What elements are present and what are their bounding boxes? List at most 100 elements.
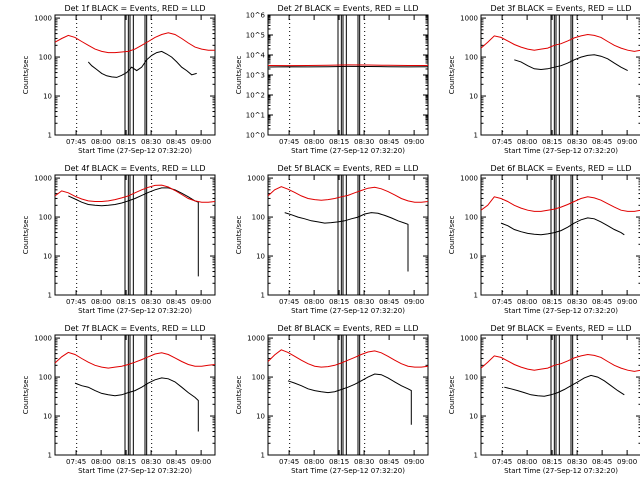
y-tick-label: 1 <box>48 132 52 140</box>
plot-frame <box>480 174 640 296</box>
y-axis-label: Counts/sec <box>235 56 243 95</box>
lld-series-line <box>267 349 429 368</box>
y-tick-label: 1000 <box>34 335 52 343</box>
plot-frame <box>54 174 216 296</box>
y-tick-label: 10^4 <box>246 52 266 60</box>
y-tick-label: 10^3 <box>246 72 265 80</box>
events-series-line <box>267 65 429 68</box>
x-tick-label: 08:00 <box>517 138 537 146</box>
y-tick-label: 10 <box>256 413 265 421</box>
data-gap-box <box>555 14 560 136</box>
data-gap-box <box>550 174 555 296</box>
chart-title: Det 5f BLACK = Events, RED = LLD <box>277 164 418 173</box>
data-gap-box <box>144 334 148 456</box>
x-tick-label: 08:45 <box>166 138 186 146</box>
data-gap-box <box>342 174 347 296</box>
y-tick-label: 10^1 <box>246 112 265 120</box>
x-tick-label: 08:15 <box>542 298 562 306</box>
chart-title: Det 3f BLACK = Events, RED = LLD <box>490 4 631 13</box>
y-axis-label: Counts/sec <box>448 56 456 95</box>
x-tick-label: 08:00 <box>304 458 324 466</box>
data-gap-box <box>337 334 342 456</box>
x-tick-label: 08:45 <box>379 298 399 306</box>
lld-series-line <box>54 32 215 54</box>
x-tick-label: 08:15 <box>542 138 562 146</box>
y-tick-label: 1 <box>261 452 265 460</box>
y-tick-label: 1000 <box>460 335 478 343</box>
y-axis-label: Counts/sec <box>235 216 243 255</box>
y-tick-label: 10 <box>43 253 52 261</box>
lld-series-line <box>54 351 216 369</box>
x-tick-label: 07:45 <box>66 138 86 146</box>
x-tick-label: 08:45 <box>592 298 612 306</box>
data-gap-box <box>144 174 148 296</box>
y-tick-label: 1000 <box>247 335 265 343</box>
y-tick-label: 1 <box>261 292 265 300</box>
events-series-line <box>514 54 628 72</box>
x-axis-label: Start Time (27-Sep-12 07:32:20) <box>504 467 618 475</box>
chart-panel-1: Det 1f BLACK = Events, RED = LLD 1 10 100 10… <box>22 4 216 155</box>
x-tick-label: 08:15 <box>116 458 136 466</box>
y-axis-label: Counts/sec <box>22 56 30 95</box>
y-tick-label: 1 <box>474 452 478 460</box>
y-tick-label: 10^0 <box>246 132 265 140</box>
plot-frame <box>267 334 429 456</box>
y-axis-label: Counts/sec <box>448 376 456 415</box>
x-tick-label: 08:00 <box>304 298 324 306</box>
x-tick-label: 08:00 <box>91 138 111 146</box>
data-gap-box <box>129 14 134 136</box>
lld-series-line <box>480 353 640 372</box>
x-tick-label: 08:30 <box>567 458 587 466</box>
x-tick-label: 08:45 <box>592 458 612 466</box>
y-axis-label: Counts/sec <box>22 376 30 415</box>
y-tick-label: 1000 <box>34 15 52 23</box>
x-tick-label: 08:30 <box>141 458 161 466</box>
x-tick-label: 08:00 <box>517 298 537 306</box>
x-tick-label: 08:00 <box>304 138 324 146</box>
lld-series-line <box>480 196 640 212</box>
chart-panel-9: Det 9f BLACK = Events, RED = LLD 1 10 100 10… <box>448 324 640 475</box>
x-axis-label: Start Time (27-Sep-12 07:32:20) <box>504 307 618 315</box>
chart-panel-2: Det 2f BLACK = Events, RED = LLD 10^0 10^1… <box>235 4 429 155</box>
y-tick-label: 10 <box>469 413 478 421</box>
data-gap-box <box>357 334 361 456</box>
y-axis-label: Counts/sec <box>448 216 456 255</box>
y-tick-label: 100 <box>465 214 478 222</box>
x-tick-label: 09:00 <box>404 458 424 466</box>
plot-frame <box>54 334 216 456</box>
x-tick-label: 07:45 <box>492 298 512 306</box>
x-tick-label: 09:00 <box>617 458 637 466</box>
y-tick-label: 10^6 <box>246 12 266 20</box>
events-series-line <box>87 50 197 78</box>
chart-panel-6: Det 6f BLACK = Events, RED = LLD 1 10 100 10… <box>448 164 640 315</box>
y-tick-label: 100 <box>252 214 265 222</box>
x-tick-label: 08:45 <box>166 458 186 466</box>
y-tick-label: 1 <box>48 292 52 300</box>
events-series-line <box>68 187 199 277</box>
x-tick-label: 08:15 <box>329 138 349 146</box>
y-tick-label: 10^5 <box>246 32 265 40</box>
x-tick-label: 08:45 <box>379 458 399 466</box>
x-tick-label: 08:30 <box>354 458 374 466</box>
x-axis-label: Start Time (27-Sep-12 07:32:20) <box>291 467 405 475</box>
x-tick-label: 09:00 <box>191 458 211 466</box>
x-tick-label: 09:00 <box>404 298 424 306</box>
plot-frame <box>267 174 429 296</box>
chart-title: Det 9f BLACK = Events, RED = LLD <box>490 324 631 333</box>
events-series-line <box>504 374 625 397</box>
y-tick-label: 10 <box>469 93 478 101</box>
y-tick-label: 1000 <box>247 175 265 183</box>
data-gap-box <box>357 174 361 296</box>
chart-panel-4: Det 4f BLACK = Events, RED = LLD 1 10 100 10… <box>22 164 216 315</box>
data-gap-box <box>129 174 134 296</box>
events-series-line <box>500 217 625 236</box>
lld-series-line <box>480 33 640 52</box>
chart-title: Det 2f BLACK = Events, RED = LLD <box>277 4 418 13</box>
y-tick-label: 1000 <box>34 175 52 183</box>
plot-frame <box>267 14 429 136</box>
data-gap-box <box>555 174 560 296</box>
x-tick-label: 07:45 <box>66 458 86 466</box>
x-tick-label: 08:15 <box>329 458 349 466</box>
x-tick-label: 09:00 <box>617 298 637 306</box>
x-tick-label: 08:00 <box>517 458 537 466</box>
